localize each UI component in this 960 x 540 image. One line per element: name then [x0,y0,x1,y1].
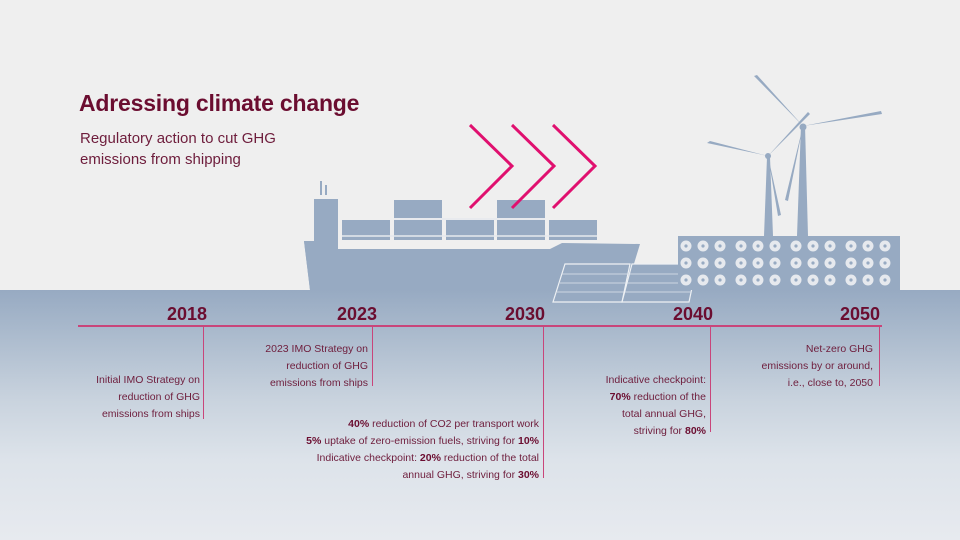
tick-2023 [372,326,373,386]
year-2050: 2050 [839,304,880,324]
note-line: 5% uptake of zero-emission fuels, strivi… [239,433,539,450]
tick-2018 [203,326,204,419]
note-line: total annual GHG, [546,406,706,423]
tick-2040 [710,326,711,432]
note-bold: 30% [517,469,539,481]
note-line: Indicative checkpoint: 20% reduction of … [239,450,539,467]
battery-cells [680,240,891,286]
note-line: emissions from ships [269,377,368,389]
tick-2030 [543,326,544,478]
milestone-note-2018: Initial IMO Strategy on reduction of GHG… [40,372,200,423]
note-line: reduction of GHG [286,360,368,372]
note-line: annual GHG, striving for 30% [239,467,539,484]
note-text: uptake of zero-emission fuels, striving … [321,435,518,447]
note-bold: 40% [348,418,370,430]
solar-panels-icon [552,263,698,303]
note-text: striving for [633,425,685,437]
note-line: Net-zero GHG [805,343,873,355]
wind-turbines-icon [707,75,882,236]
note-text: reduction of CO2 per transport work [369,418,539,430]
note-line: Indicative checkpoint: [546,372,706,389]
chevron-arrows-icon [468,123,598,210]
note-line: 40% reduction of CO2 per transport work [239,416,539,433]
note-text: total annual GHG, [621,408,706,420]
note-line: reduction of GHG [118,391,200,403]
note-bold: 5% [306,435,322,447]
note-line: Initial IMO Strategy on [96,374,200,386]
note-line: 2023 IMO Strategy on [265,343,368,355]
container-ship-icon [304,181,640,290]
milestone-note-2040: Indicative checkpoint: 70% reduction of … [546,372,706,440]
subtitle-line-2: emissions from shipping [80,151,241,168]
page-title: Adressing climate change [79,90,360,116]
milestone-note-2023: 2023 IMO Strategy on reduction of GHG em… [208,341,368,392]
year-2030: 2030 [504,304,545,324]
note-text: Indicative checkpoint: [605,374,706,386]
note-text: annual GHG, striving for [402,469,518,481]
note-text: reduction of the [630,391,706,403]
note-bold: 70% [609,391,631,403]
note-bold: 10% [517,435,539,447]
year-2023: 2023 [336,304,377,324]
milestone-note-2050: Net-zero GHG emissions by or around, i.e… [693,341,873,392]
subtitle-line-1: Regulatory action to cut GHG [80,130,276,147]
note-line: emissions from ships [101,408,200,420]
year-2040: 2040 [672,304,713,324]
note-line: striving for 80% [546,423,706,440]
note-bold: 80% [684,425,706,437]
timeline-axis [78,325,882,327]
water-background [0,290,960,540]
milestone-note-2030: 40% reduction of CO2 per transport work … [239,416,539,484]
note-bold: 20% [419,452,441,464]
note-text: reduction of the total [440,452,539,464]
note-line: emissions by or around, [761,360,873,372]
tick-2050 [879,326,880,386]
note-line: 70% reduction of the [546,389,706,406]
note-text: Indicative checkpoint: [316,452,420,464]
page-subtitle: Regulatory action to cut GHG emissions f… [80,128,340,170]
note-line: i.e., close to, 2050 [787,377,873,389]
year-2018: 2018 [166,304,207,324]
